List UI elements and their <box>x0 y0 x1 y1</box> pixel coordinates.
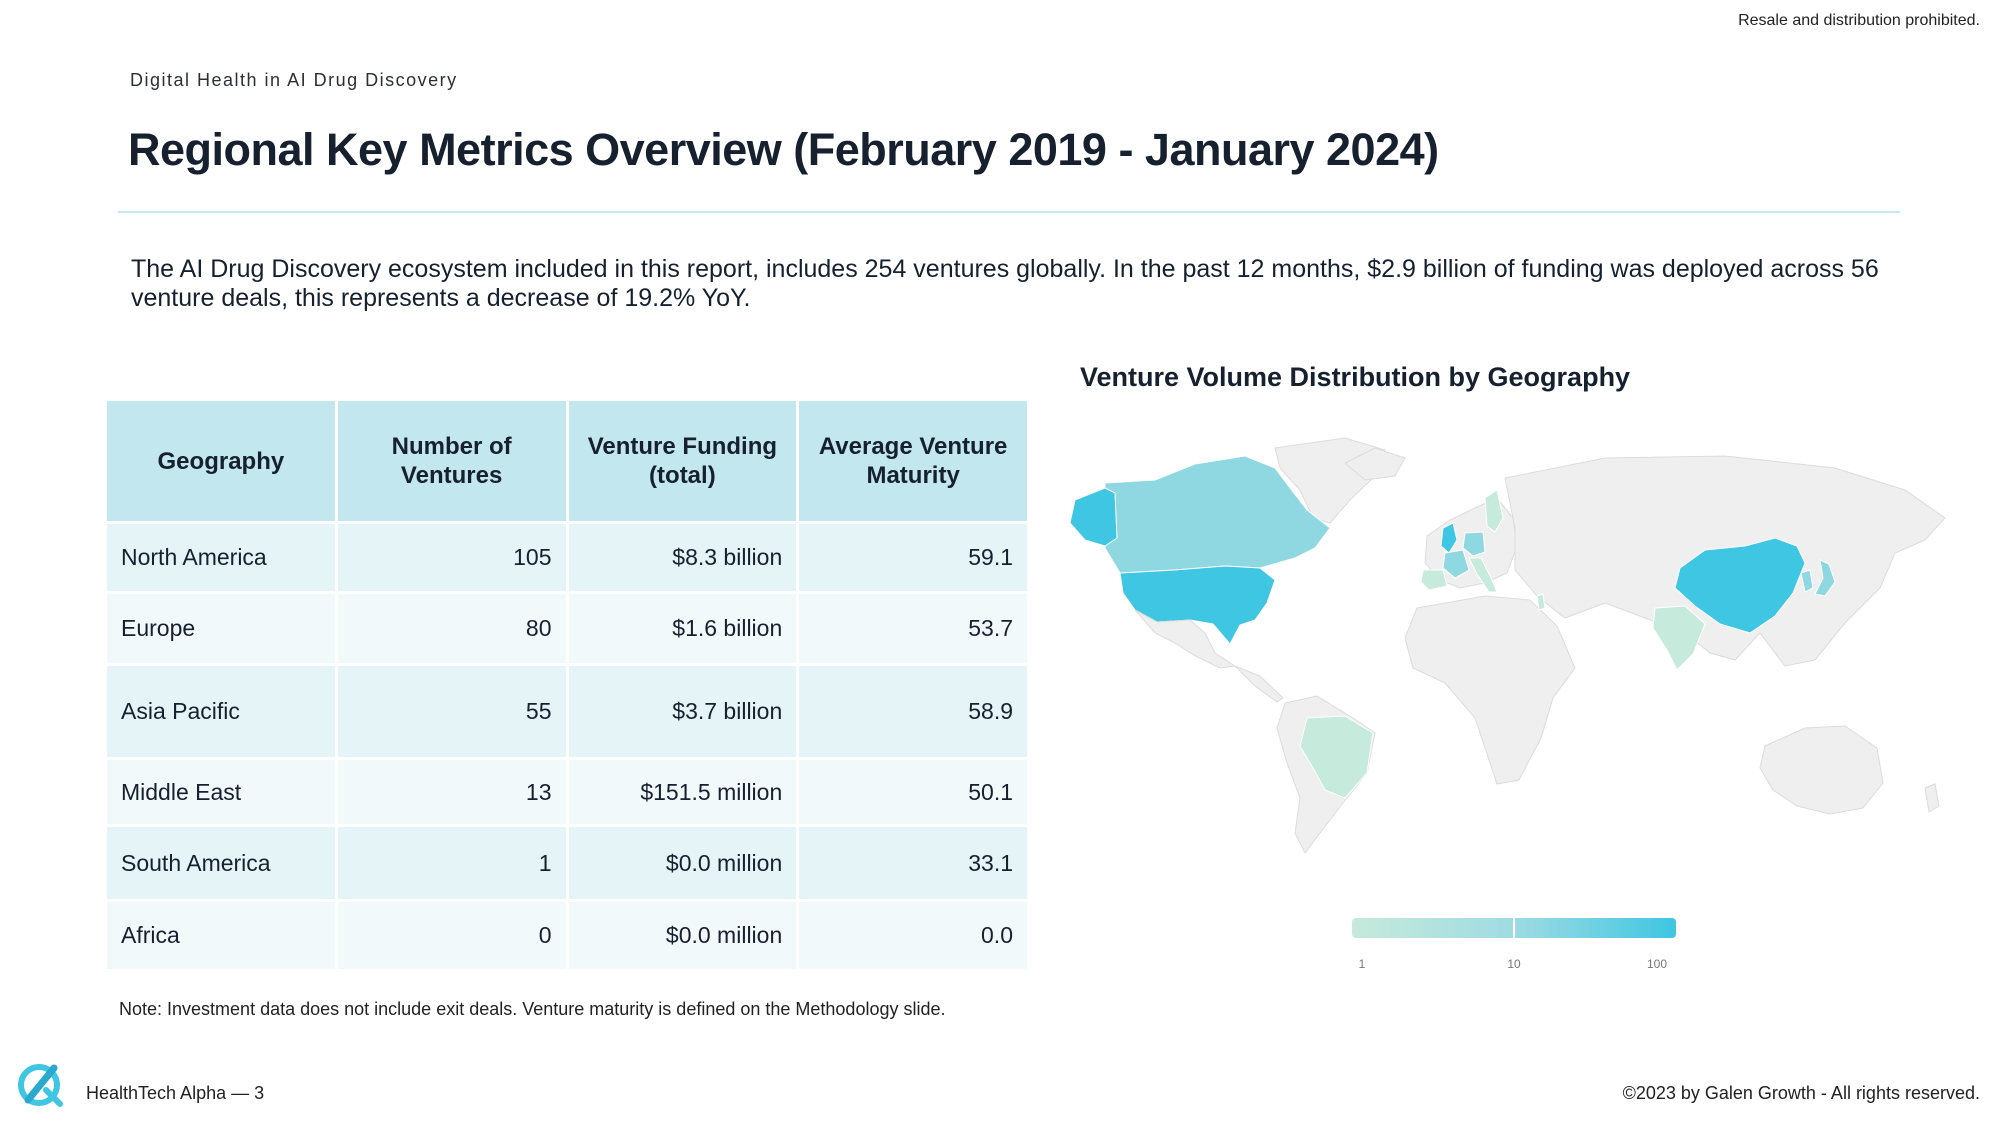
geography-cell: South America <box>107 827 335 899</box>
japan-shape <box>1814 559 1836 597</box>
israel-shape <box>1536 593 1546 611</box>
ventures-cell: 55 <box>337 666 566 757</box>
alaska-shape <box>1069 487 1118 547</box>
healthtech-alpha-logo <box>18 1064 63 1107</box>
spain-shape <box>1420 569 1448 591</box>
ventures-cell: 80 <box>337 594 566 663</box>
maturity-cell: 50.1 <box>799 760 1027 824</box>
ventures-cell: 0 <box>337 902 566 969</box>
world-choropleth-map <box>1069 437 1946 854</box>
geography-cell: Middle East <box>107 760 335 824</box>
funding-cell: $1.6 billion <box>568 594 797 663</box>
map-title: Venture Volume Distribution by Geography <box>1080 362 1631 392</box>
legend-tick-label: 1 <box>1358 957 1366 971</box>
legend-divider <box>1513 918 1515 938</box>
china-shape <box>1674 537 1806 634</box>
geography-cell: North America <box>107 524 335 591</box>
footnote: Note: Investment data does not include e… <box>119 999 946 1019</box>
funding-cell: $8.3 billion <box>568 524 797 591</box>
geography-cell: Africa <box>107 902 335 969</box>
table-header-row: Geography Number of Ventures Venture Fun… <box>107 401 1027 521</box>
report-kicker: Digital Health in AI Drug Discovery <box>130 70 458 90</box>
table-row: South America 1 $0.0 million 33.1 <box>107 827 1027 899</box>
ventures-cell: 1 <box>337 827 566 899</box>
regional-metrics-table: Geography Number of Ventures Venture Fun… <box>104 398 1030 972</box>
column-header-maturity: Average Venture Maturity <box>799 401 1027 521</box>
central-america-shape <box>1234 665 1284 703</box>
table-row: Africa 0 $0.0 million 0.0 <box>107 902 1027 969</box>
maturity-cell: 0.0 <box>799 902 1027 969</box>
copyright-text: ©2023 by Galen Growth - All rights reser… <box>1622 1083 1980 1103</box>
australia-shape <box>1759 725 1884 815</box>
italy-shape <box>1468 557 1498 593</box>
column-header-funding: Venture Funding (total) <box>568 401 797 521</box>
table-row: Middle East 13 $151.5 million 50.1 <box>107 760 1027 824</box>
distribution-notice: Resale and distribution prohibited. <box>1738 12 1980 29</box>
scandinavia-shape <box>1484 489 1504 533</box>
geography-cell: Europe <box>107 594 335 663</box>
brazil-shape <box>1299 715 1374 799</box>
germany-shape <box>1462 531 1486 557</box>
africa-shape <box>1404 595 1576 785</box>
table-row: North America 105 $8.3 billion 59.1 <box>107 524 1027 591</box>
geography-cell: Asia Pacific <box>107 666 335 757</box>
india-shape <box>1652 605 1706 671</box>
new-zealand-shape <box>1924 783 1940 813</box>
funding-cell: $151.5 million <box>568 760 797 824</box>
maturity-cell: 58.9 <box>799 666 1027 757</box>
column-header-geography: Geography <box>107 401 335 521</box>
maturity-cell: 53.7 <box>799 594 1027 663</box>
title-divider <box>118 211 1900 213</box>
intro-paragraph: The AI Drug Discovery ecosystem included… <box>131 255 1879 312</box>
table-row: Asia Pacific 55 $3.7 billion 58.9 <box>107 666 1027 757</box>
maturity-cell: 59.1 <box>799 524 1027 591</box>
korea-shape <box>1800 569 1814 593</box>
ventures-cell: 105 <box>337 524 566 591</box>
ventures-cell: 13 <box>337 760 566 824</box>
column-header-ventures: Number of Ventures <box>337 401 566 521</box>
maturity-cell: 33.1 <box>799 827 1027 899</box>
table-row: Europe 80 $1.6 billion 53.7 <box>107 594 1027 663</box>
funding-cell: $3.7 billion <box>568 666 797 757</box>
footer-page-label: HealthTech Alpha — 3 <box>86 1083 265 1103</box>
arctic-islands-shape <box>1344 447 1406 481</box>
funding-cell: $0.0 million <box>568 827 797 899</box>
legend-tick-label: 10 <box>1507 957 1521 971</box>
france-shape <box>1442 549 1470 579</box>
legend-tick-label: 100 <box>1646 957 1668 971</box>
page-title: Regional Key Metrics Overview (February … <box>128 124 1439 175</box>
uk-shape <box>1440 522 1458 554</box>
funding-cell: $0.0 million <box>568 902 797 969</box>
